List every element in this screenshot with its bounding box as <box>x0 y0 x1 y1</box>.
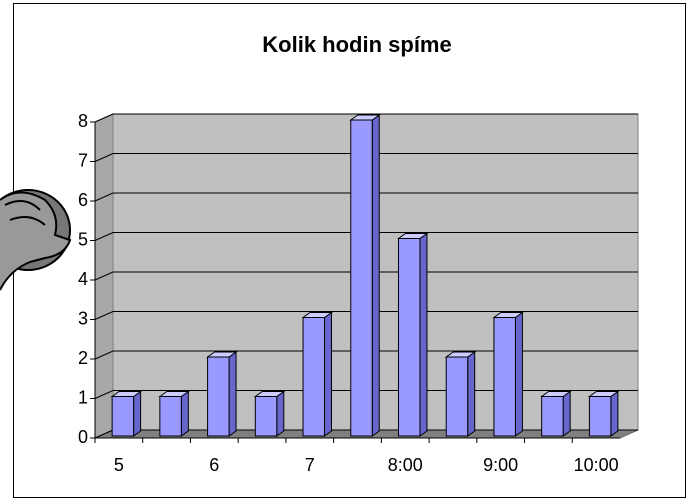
y-tick-label: 2 <box>78 348 88 368</box>
y-tick-label: 1 <box>78 387 88 407</box>
bar <box>398 239 419 437</box>
bar <box>303 318 324 437</box>
y-tick-label: 7 <box>78 150 88 170</box>
chart: Kolik hodin spíme 0 1 2 3 4 5 6 7 8 5 6 7 8:00 9:00 10… <box>0 0 687 499</box>
bar-side <box>372 115 379 436</box>
bar <box>208 357 229 436</box>
bar-side <box>277 392 284 437</box>
y-tick-label: 4 <box>78 269 88 289</box>
x-tick-label: 9:00 <box>483 455 518 475</box>
y-tick-label: 8 <box>78 111 88 131</box>
x-tick-label: 5 <box>114 455 124 475</box>
bar <box>112 397 133 437</box>
bar-side <box>229 352 236 436</box>
bar-side <box>611 392 618 437</box>
bar <box>446 357 467 436</box>
bar <box>160 397 181 437</box>
x-tick-label: 7 <box>305 455 315 475</box>
bar-side <box>134 392 141 437</box>
bar <box>494 318 515 437</box>
bar-side <box>468 352 475 436</box>
bar-side <box>181 392 188 437</box>
x-tick-label: 6 <box>209 455 219 475</box>
bar <box>351 120 372 436</box>
y-tick-label: 6 <box>78 190 88 210</box>
x-tick-label: 8:00 <box>388 455 423 475</box>
bar-side <box>420 234 427 437</box>
y-tick-label: 0 <box>78 427 88 447</box>
chart-title: Kolik hodin spíme <box>262 32 451 57</box>
bar <box>255 397 276 437</box>
bar-side <box>563 392 570 437</box>
bar <box>589 397 610 437</box>
bar-side <box>325 313 332 437</box>
bar-side <box>515 313 522 437</box>
y-tick-label: 3 <box>78 308 88 328</box>
y-tick-label: 5 <box>78 229 88 249</box>
bar <box>542 397 563 437</box>
x-tick-label: 10:00 <box>574 455 619 475</box>
